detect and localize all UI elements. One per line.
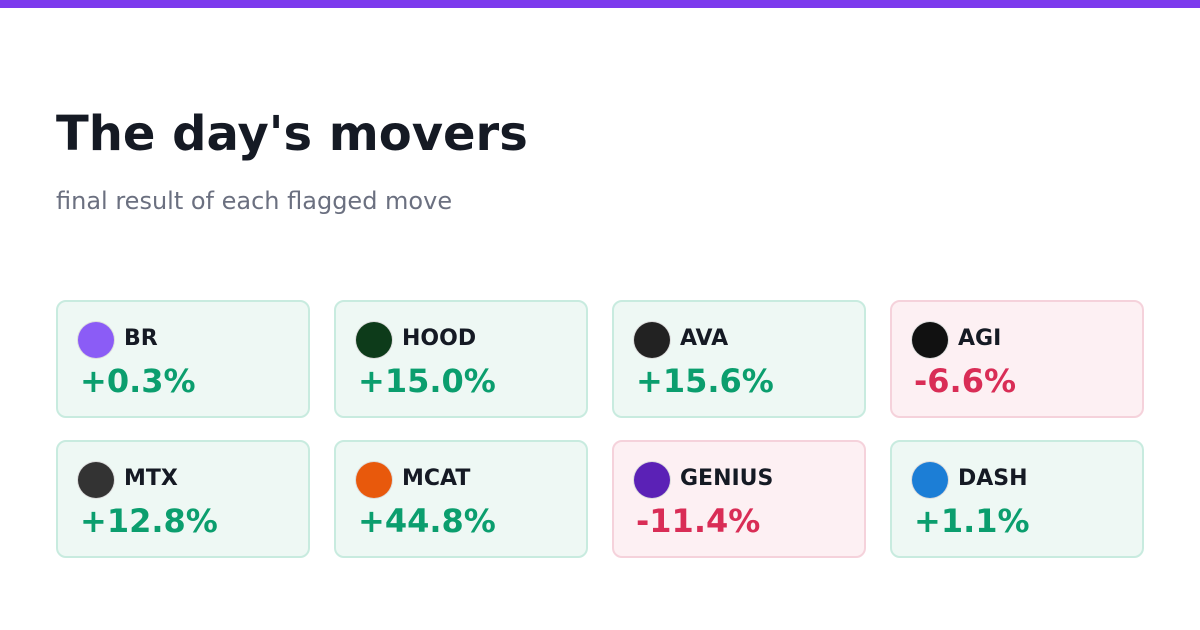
token-symbol: AVA (680, 326, 729, 351)
token-icon (78, 322, 114, 358)
card-grid: BR +0.3% HOOD +15.0% AVA +15.6% AGI -6.6% MTX +12… (56, 300, 1146, 558)
token-symbol: HOOD (402, 326, 477, 351)
mover-card: MTX +12.8% (56, 440, 310, 558)
token-icon (356, 462, 392, 498)
title: The day's movers (56, 106, 528, 162)
price-change: +12.8% (80, 502, 218, 540)
accent-bar (0, 0, 1200, 8)
price-change: -11.4% (636, 502, 761, 540)
mover-card: AGI -6.6% (890, 300, 1144, 418)
token-symbol: MCAT (402, 466, 471, 491)
price-change: -6.6% (914, 362, 1017, 400)
price-change: +15.0% (358, 362, 496, 400)
mover-card: GENIUS -11.4% (612, 440, 866, 558)
token-icon (78, 462, 114, 498)
token-symbol: GENIUS (680, 466, 774, 491)
price-change: +44.8% (358, 502, 496, 540)
mover-card: BR +0.3% (56, 300, 310, 418)
price-change: +1.1% (914, 502, 1030, 540)
mover-card: MCAT +44.8% (334, 440, 588, 558)
token-icon (634, 462, 670, 498)
price-change: +15.6% (636, 362, 774, 400)
token-symbol: BR (124, 326, 158, 351)
token-symbol: MTX (124, 466, 178, 491)
price-change: +0.3% (80, 362, 196, 400)
token-symbol: AGI (958, 326, 1002, 351)
token-icon (912, 462, 948, 498)
token-icon (356, 322, 392, 358)
mover-card: HOOD +15.0% (334, 300, 588, 418)
mover-card: DASH +1.1% (890, 440, 1144, 558)
token-icon (634, 322, 670, 358)
token-icon (912, 322, 948, 358)
mover-card: AVA +15.6% (612, 300, 866, 418)
token-symbol: DASH (958, 466, 1028, 491)
subtitle: final result of each flagged move (56, 187, 453, 215)
